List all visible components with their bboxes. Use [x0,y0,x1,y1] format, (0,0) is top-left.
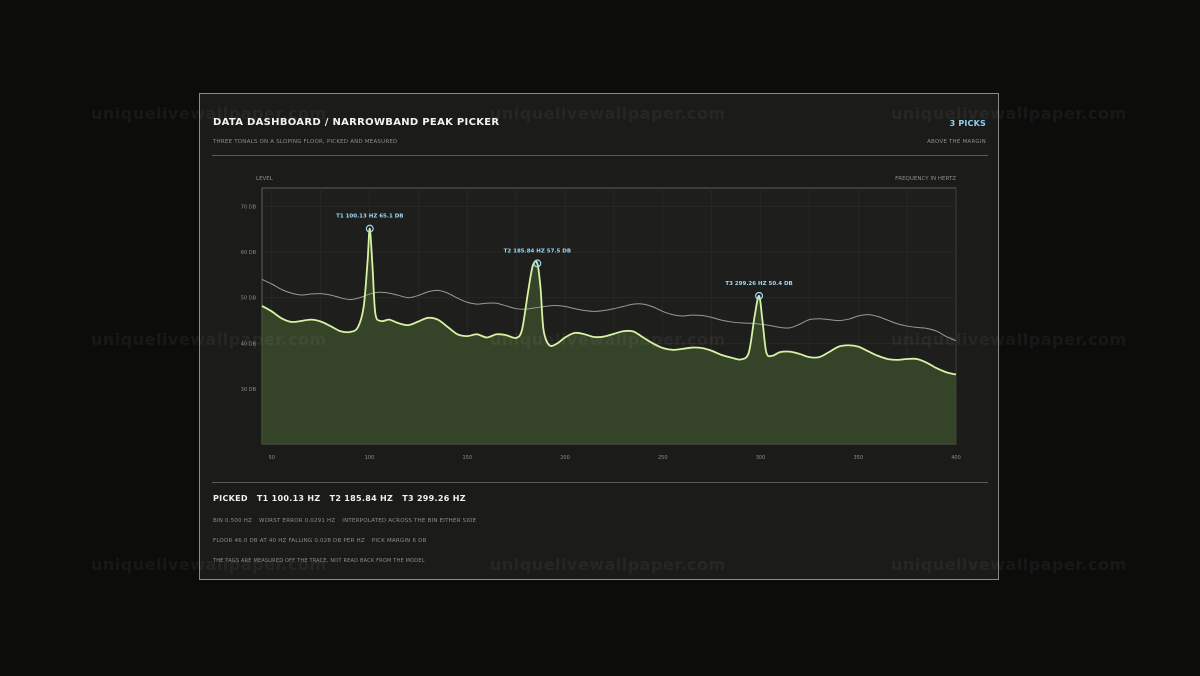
page-subtitle: THREE TONALS ON A SLOPING FLOOR, PICKED … [213,139,398,145]
x-tick-label: 200 [560,455,570,461]
x-tick-label: 400 [951,455,961,461]
floor-description: FLOOR 46.0 DB AT 40 HZ FALLING 0.028 DB … [213,538,365,544]
pick-marker-t1 [365,224,374,233]
pick-marker-t2 [533,259,542,268]
spectrum-area-fill [262,228,956,444]
y-tick-label: 30 DB [241,387,257,393]
page-title: DATA DASHBOARD / NARROWBAND PEAK PICKER [213,117,500,128]
floor-info: FLOOR 46.0 DB AT 40 HZ FALLING 0.028 DB … [213,538,432,544]
floor-series-line [261,278,957,342]
tags-note: THE TAGS ARE MEASURED OFF THE TRACE, NOT… [213,558,425,564]
y-axis-label: LEVEL [256,176,274,182]
spectrum-chart: T1 100.13 HZ 65.1 DB T2 185.84 HZ 57.5 DB… [241,176,961,461]
picked-summary: PICKED T1 100.13 HZ T2 185.84 HZ T3 299.… [213,494,472,503]
pick-label-t3: T3 299.26 HZ 50.4 DB [725,281,792,287]
x-tick-label: 300 [756,455,766,461]
pick-label-t2: T2 185.84 HZ 57.5 DB [504,248,571,254]
worst-error: WORST ERROR 0.0291 HZ [259,518,336,524]
y-tick-label: 40 DB [241,341,257,347]
chart-divider [212,482,988,483]
x-tick-label: 250 [658,455,668,461]
y-tick-labels: 70 DB 60 DB 50 DB 40 DB 30 DB [241,204,257,393]
header-divider [212,155,988,156]
picks-count-badge: 3 PICKS [949,119,986,128]
pick-markers: T1 100.13 HZ 65.1 DB T2 185.84 HZ 57.5 DB… [336,214,793,300]
interpolation-note: INTERPOLATED ACROSS THE BIN EITHER SIDE [342,518,477,524]
x-tick-label: 350 [853,455,863,461]
bin-size: BIN 0.500 HZ [213,518,253,524]
spectrum-series-line [261,227,957,376]
x-axis-label: FREQUENCY IN HERTZ [895,176,956,182]
picked-value: T1 100.13 HZ [256,494,321,503]
y-tick-label: 50 DB [241,296,257,302]
x-tick-label: 100 [365,455,375,461]
picked-label: PICKED [213,494,248,503]
bin-info: BIN 0.500 HZ WORST ERROR 0.0291 HZ INTER… [213,518,481,524]
pick-margin: PICK MARGIN 6 DB [371,538,427,544]
y-tick-label: 60 DB [241,250,257,256]
picked-value: T2 185.84 HZ [329,494,394,503]
pick-marker-t3 [755,291,764,300]
picked-value: T3 299.26 HZ [402,494,466,503]
x-tick-label: 50 [269,455,275,461]
y-tick-label: 70 DB [241,204,257,210]
dashboard-panel: DATA DASHBOARD / NARROWBAND PEAK PICKER … [199,93,999,580]
pick-label-t1: T1 100.13 HZ 65.1 DB [336,214,403,220]
x-tick-label: 150 [462,455,472,461]
picks-note: ABOVE THE MARGIN [927,139,986,145]
x-tick-labels: 50 100 150 200 250 300 350 400 [269,455,961,461]
